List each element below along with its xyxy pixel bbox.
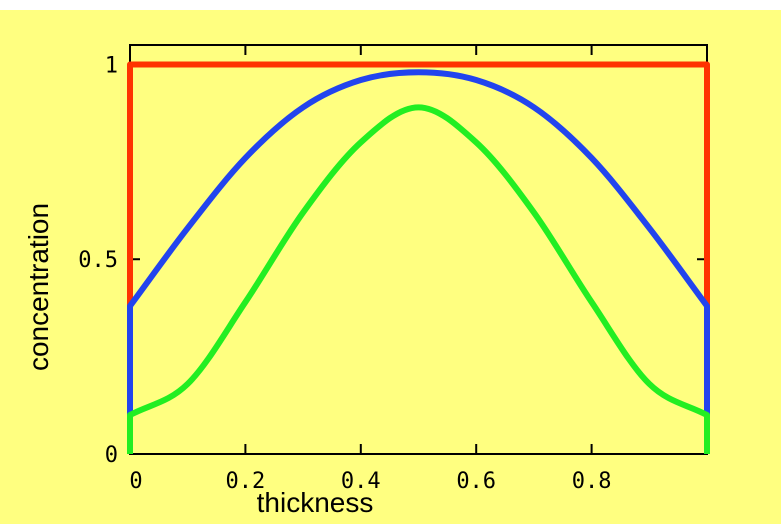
x-tick-label: 0.8 (572, 469, 612, 494)
series-group (127, 61, 710, 454)
blue-series-line (127, 69, 710, 416)
x-tick-label: 0.2 (226, 469, 266, 494)
red-series-line (127, 61, 710, 454)
green-series-line (127, 104, 710, 454)
x-axis-title: thickness (257, 487, 374, 518)
x-tick-label: 0 (129, 469, 142, 494)
y-tick-label: 0.5 (78, 248, 118, 273)
y-tick-label: 0 (105, 443, 118, 468)
y-tick-label: 1 (105, 53, 118, 78)
y-axis-title: concentration (23, 203, 54, 371)
x-tick-label: 0.6 (456, 469, 496, 494)
tick-labels: 0 0.2 0.4 0.6 0.8 0 0.5 1 (78, 53, 611, 494)
x-tick-label: 0.4 (341, 469, 381, 494)
